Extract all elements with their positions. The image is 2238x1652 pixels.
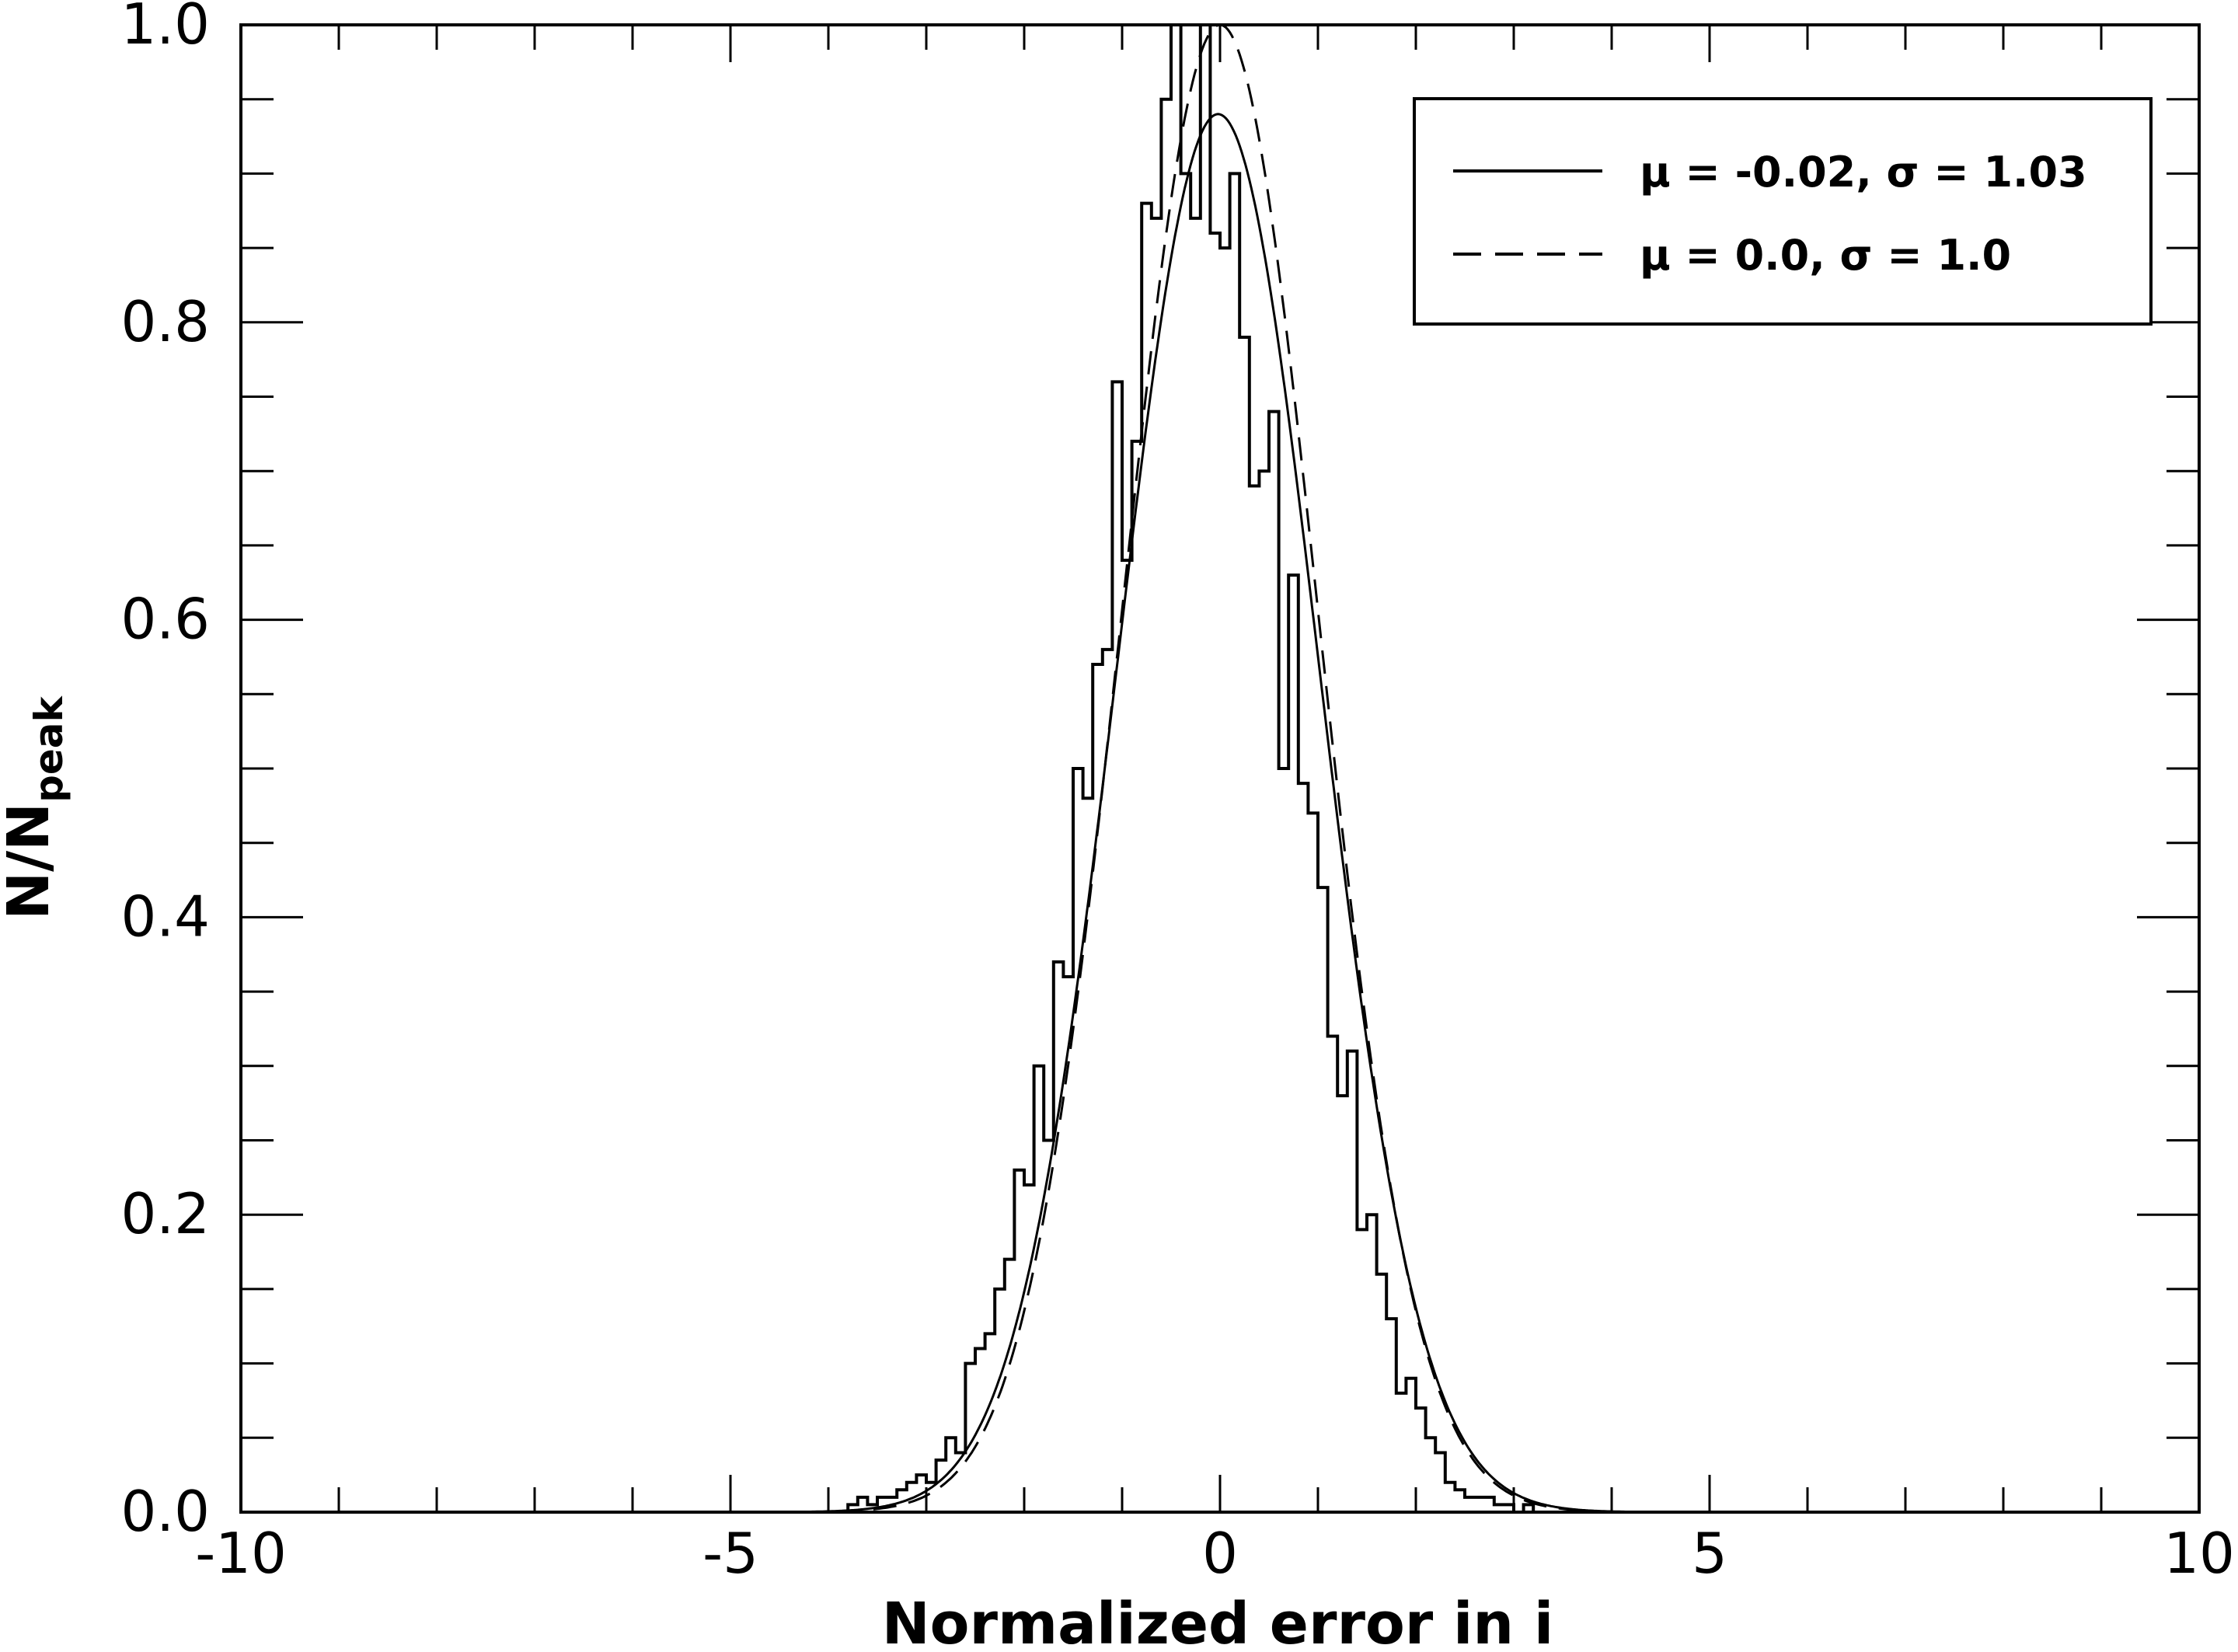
x-tick-label: -5 xyxy=(702,1521,758,1586)
legend: μ = -0.02, σ = 1.03 μ = 0.0, σ = 1.0 xyxy=(1413,97,2153,326)
y-tick-label: 0.6 xyxy=(120,587,210,652)
y-tick-label: 1.0 xyxy=(120,0,210,57)
plot-frame xyxy=(239,23,2201,1514)
x-tick-label: 10 xyxy=(2163,1521,2235,1586)
y-tick-label: 0.8 xyxy=(120,289,210,354)
legend-label-normal: μ = 0.0, σ = 1.0 xyxy=(1640,231,2011,280)
x-tick-label: 0 xyxy=(1202,1521,1238,1586)
legend-label-fit: μ = -0.02, σ = 1.03 xyxy=(1640,148,2087,197)
x-tick-label: -10 xyxy=(195,1521,287,1586)
svg-text:N/Npeak: N/Npeak xyxy=(0,695,71,919)
y-axis-title-subscript: peak xyxy=(26,695,71,802)
y-axis-title-main: N/N xyxy=(0,803,62,920)
y-tick-label: 0.4 xyxy=(120,884,210,949)
tick-labels: -10 -5 0 5 10 0.0 0.2 0.4 0.6 0.8 1.0 xyxy=(120,0,2234,1586)
x-tick-label: 5 xyxy=(1692,1521,1727,1586)
y-axis-title: N/Npeak xyxy=(0,695,71,919)
x-axis-title: Normalized error in i xyxy=(882,1591,1553,1652)
legend-box xyxy=(1413,97,2153,326)
y-tick-label: 0.2 xyxy=(120,1181,210,1246)
y-tick-label: 0.0 xyxy=(120,1479,210,1544)
gaussian-fit-curve xyxy=(730,113,1710,1514)
